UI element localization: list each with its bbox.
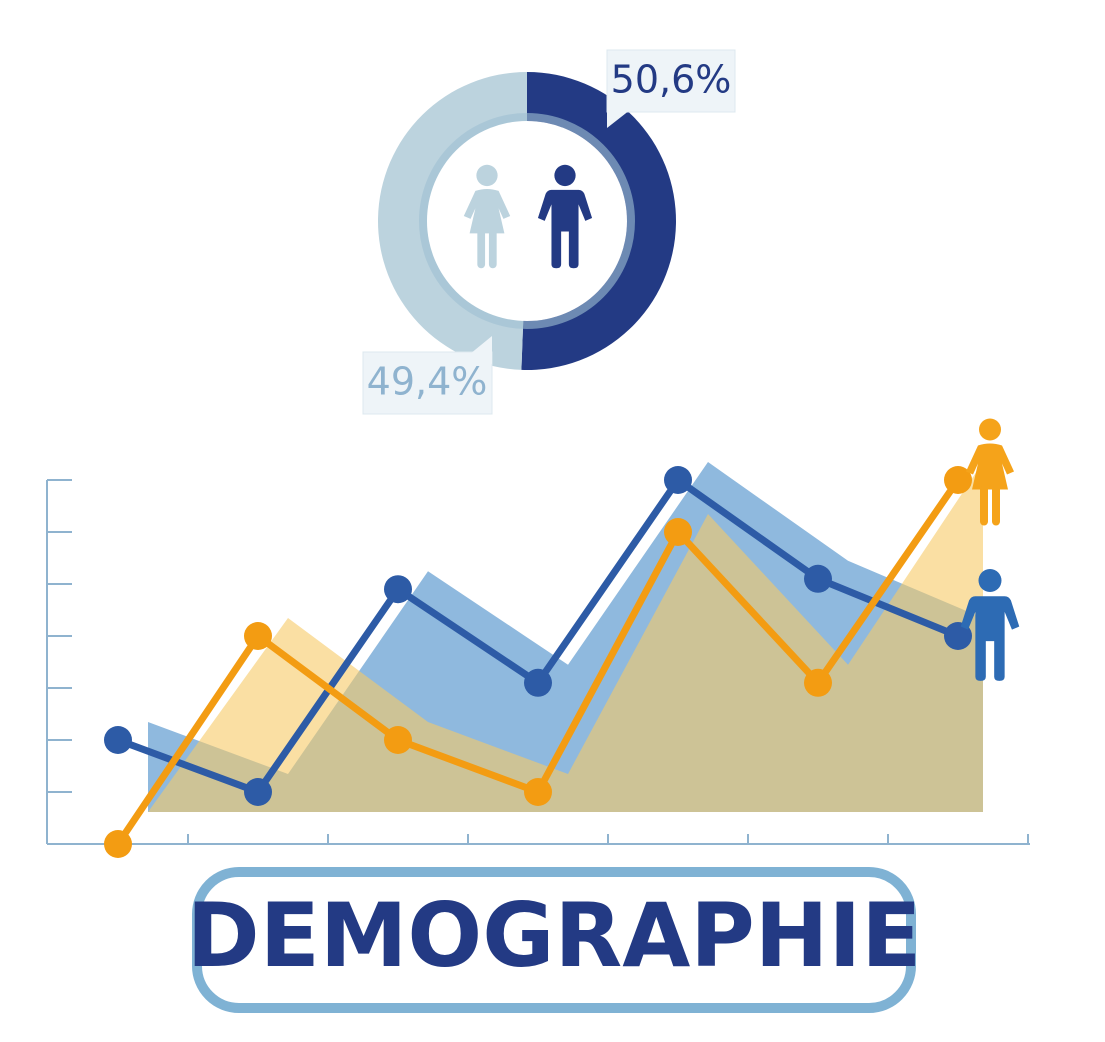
data-point — [384, 726, 412, 754]
callout: 49,4% — [362, 336, 493, 415]
value-label: 49,4% — [367, 360, 488, 404]
series-area — [148, 462, 983, 812]
line-chart — [46, 462, 1030, 858]
callout: 50,6% — [606, 49, 736, 128]
donut-chart — [377, 72, 676, 370]
data-point — [524, 778, 552, 806]
donut-inner-ring — [419, 113, 635, 329]
data-point — [664, 466, 692, 494]
data-point — [804, 668, 832, 697]
data-point — [244, 778, 272, 806]
donut-slice — [377, 72, 527, 370]
title-box — [192, 867, 916, 1013]
data-point — [104, 726, 132, 754]
donut-hole — [427, 121, 627, 321]
callout-pointer — [470, 336, 492, 364]
callout-pointer — [607, 100, 630, 128]
title: DEMOGRAPHIE — [187, 884, 922, 987]
data-point — [804, 564, 832, 593]
data-point — [944, 622, 972, 650]
callout-box — [362, 351, 493, 415]
data-point — [104, 830, 132, 858]
data-point — [244, 622, 272, 650]
donut-slice — [521, 72, 676, 370]
data-point — [944, 466, 972, 494]
value-label: 50,6% — [611, 58, 732, 102]
data-point — [384, 575, 412, 604]
callout-box — [606, 49, 736, 113]
data-point — [664, 518, 692, 546]
data-point — [524, 668, 552, 697]
